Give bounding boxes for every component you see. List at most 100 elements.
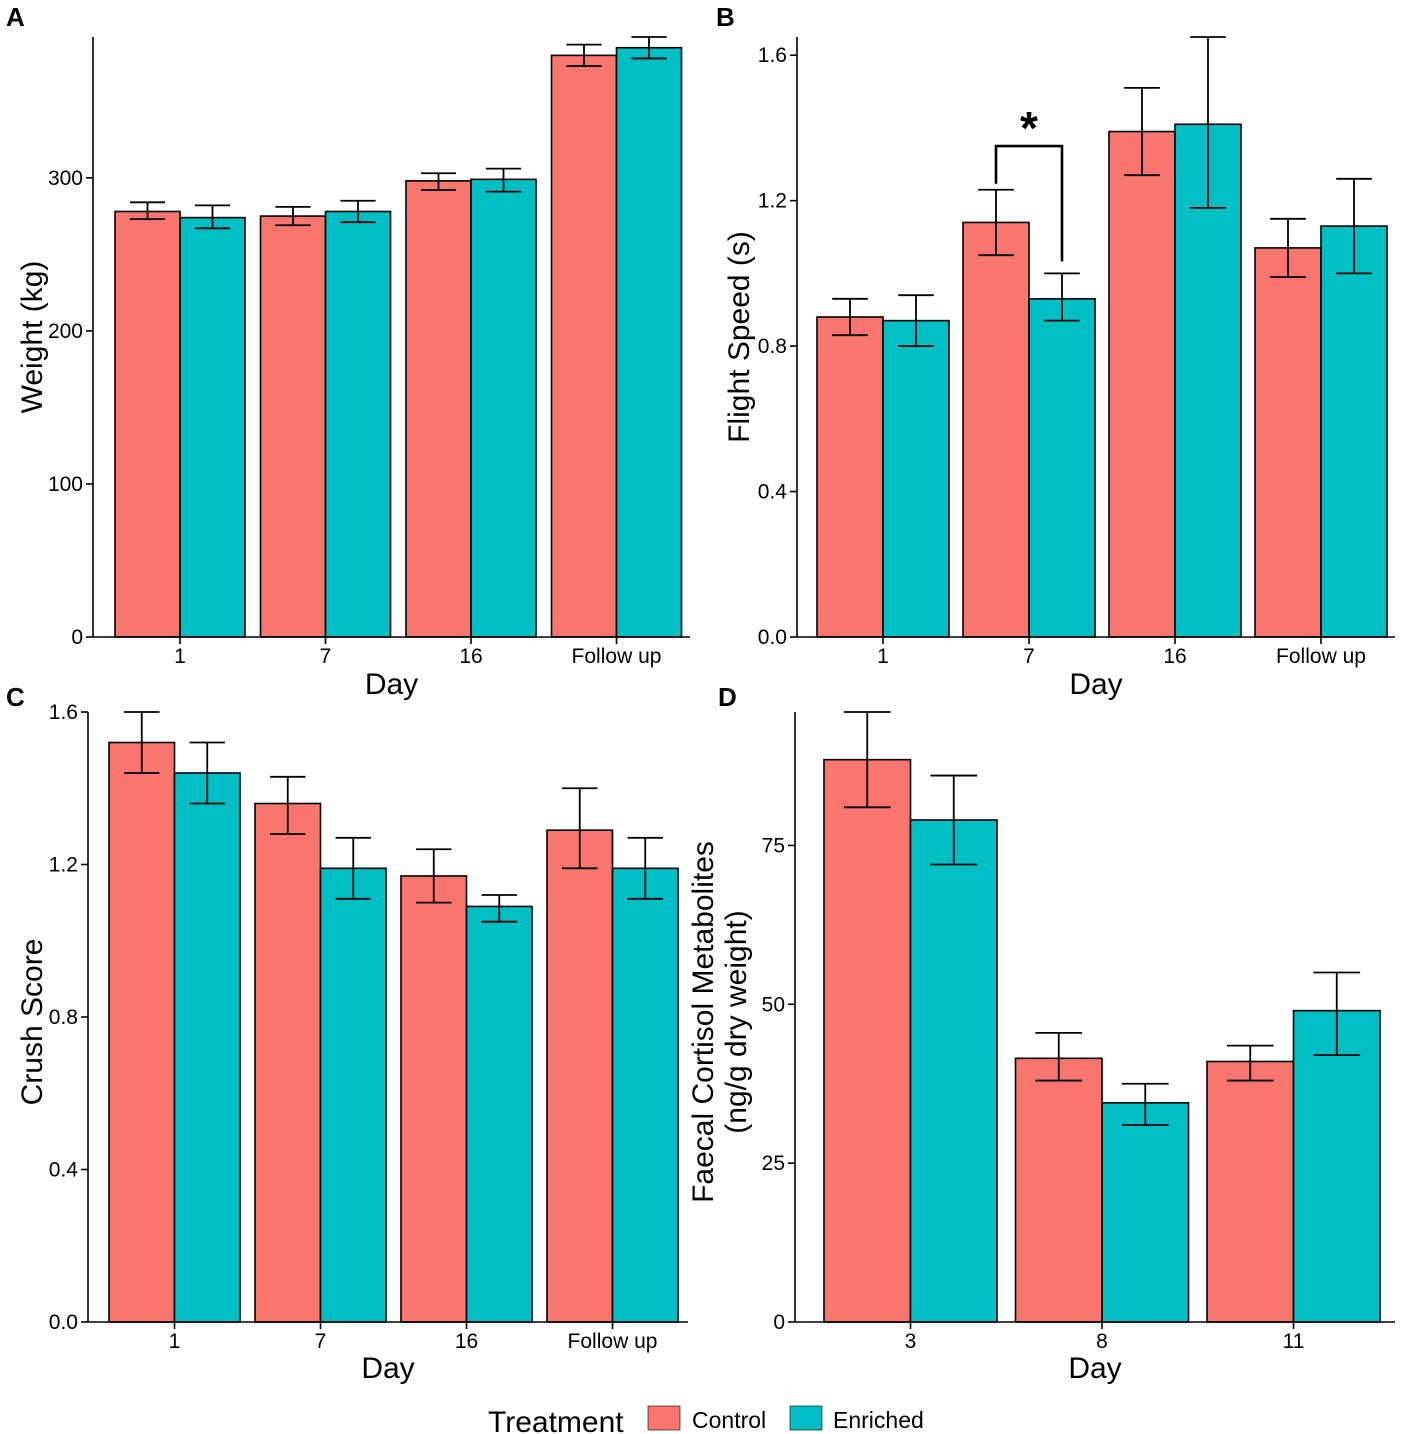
y-axis-title-line: Faecal Cortisol Metabolites xyxy=(687,841,720,1203)
y-tick-label: 1.6 xyxy=(758,44,787,67)
significance-bracket-line xyxy=(994,144,1064,262)
y-tick-label: 0 xyxy=(773,1311,785,1334)
bar-control-16 xyxy=(400,875,468,1323)
x-axis-title: Day xyxy=(1068,1352,1121,1385)
bar-control-follow-up xyxy=(1254,247,1322,638)
y-tick-label: 0.4 xyxy=(758,481,788,504)
x-tick-label: 7 xyxy=(1023,645,1035,668)
error-bar-enriched-11 xyxy=(1313,971,1361,1057)
x-tick-label: 3 xyxy=(905,1330,917,1353)
x-tick-label: 16 xyxy=(459,645,482,668)
bar-enriched-follow-up xyxy=(615,46,683,638)
x-tick-label: 1 xyxy=(174,645,186,668)
y-tick-label: 0.8 xyxy=(758,335,787,358)
error-bar-control-7 xyxy=(275,205,311,227)
error-bar-control-follow-up xyxy=(1270,217,1306,278)
error-bar-enriched-8 xyxy=(1121,1082,1169,1126)
error-bar-enriched-16 xyxy=(481,894,517,923)
y-axis-title-line: (ng/g dry weight) xyxy=(720,910,753,1133)
legend-label-enriched: Enriched xyxy=(833,1407,924,1433)
panel-label: A xyxy=(6,2,25,32)
x-tick-label: 1 xyxy=(877,645,889,668)
error-bar-enriched-7 xyxy=(340,199,376,224)
y-tick-label: 50 xyxy=(762,993,785,1016)
panel-label: D xyxy=(718,682,737,712)
y-tick-label: 25 xyxy=(762,1152,785,1175)
error-bar-enriched-follow-up xyxy=(1336,177,1372,275)
y-tick-label: 1.2 xyxy=(758,190,787,213)
significance-star: * xyxy=(1020,102,1038,154)
y-axis-title: Flight Speed (s) xyxy=(723,231,756,443)
x-tick-label: 8 xyxy=(1096,1330,1108,1353)
panel-b: B 1 7 16 Follow up 0.0 0.4 0.8 1.2 1.6 Day Flight S… xyxy=(716,2,1395,701)
panel-d: D 3 8 11 0 25 50 75 Day Faecal Cortisol Metabolit… xyxy=(687,682,1395,1385)
error-bar-enriched-16 xyxy=(1190,36,1226,209)
error-bar-control-1 xyxy=(129,201,166,221)
bar-control-1 xyxy=(114,210,181,638)
panel-label: C xyxy=(6,682,25,712)
bar-enriched-1 xyxy=(179,216,246,638)
panel-a: A 1 7 16 Follow up 0 100 200 300 Day Weight (kg) xyxy=(6,2,690,701)
x-axis-title: Day xyxy=(1069,668,1122,701)
y-tick-label: 100 xyxy=(48,473,83,496)
panel-c: C 1 7 16 Follow up 0.0 0.4 0.8 1.2 1.6 Day Crush Sc… xyxy=(6,682,688,1385)
bar-enriched-follow-up xyxy=(1320,225,1388,638)
x-tick-label: 7 xyxy=(315,1330,327,1353)
y-axis-title: Weight (kg) xyxy=(16,261,49,414)
bar-enriched-8 xyxy=(1101,1101,1190,1323)
y-tick-label: 0.0 xyxy=(49,1311,78,1334)
legend-title: Treatment xyxy=(488,1406,624,1434)
error-bar-enriched-1 xyxy=(194,204,231,230)
error-bar-control-follow-up xyxy=(562,787,598,870)
bar-control-1 xyxy=(816,316,884,638)
error-bar-enriched-16 xyxy=(485,167,522,193)
legend-key-enriched xyxy=(789,1405,823,1431)
bar-enriched-11 xyxy=(1292,1009,1381,1323)
x-tick-label: 7 xyxy=(320,645,332,668)
x-tick-label: Follow up xyxy=(568,1330,658,1353)
x-tick-label: Follow up xyxy=(1276,645,1366,668)
legend: Treatment Control Enriched xyxy=(488,1405,924,1434)
y-tick-label: 0.0 xyxy=(758,626,787,649)
bar-control-follow-up xyxy=(550,54,618,638)
y-tick-label: 75 xyxy=(762,834,785,857)
error-bar-enriched-7 xyxy=(335,836,371,900)
bar-control-8 xyxy=(1014,1057,1103,1323)
x-axis-title: Day xyxy=(365,668,418,701)
error-bar-control-8 xyxy=(1035,1031,1083,1082)
error-bar-enriched-7 xyxy=(1044,272,1080,322)
x-tick-label: 1 xyxy=(169,1330,181,1353)
bar-control-7 xyxy=(962,221,1030,638)
y-tick-label: 200 xyxy=(48,320,83,343)
error-bar-enriched-3 xyxy=(930,774,978,866)
y-tick-label: 0.8 xyxy=(49,1006,78,1029)
x-axis-title: Day xyxy=(361,1352,414,1385)
error-bar-control-1 xyxy=(832,297,868,337)
x-tick-label: 16 xyxy=(455,1330,478,1353)
y-axis-title: Faecal Cortisol Metabolites (ng/g dry wei… xyxy=(687,841,753,1203)
bar-enriched-follow-up xyxy=(611,867,679,1323)
y-tick-label: 1.2 xyxy=(49,854,78,877)
legend-key-control xyxy=(647,1405,681,1431)
bar-control-7 xyxy=(254,802,322,1323)
bar-enriched-7 xyxy=(1028,298,1096,638)
panel-label: B xyxy=(716,2,735,32)
bar-enriched-3 xyxy=(909,819,998,1323)
legend-label-control: Control xyxy=(692,1407,766,1433)
error-bar-enriched-1 xyxy=(189,741,225,805)
bar-enriched-7 xyxy=(319,867,387,1323)
bar-control-1 xyxy=(108,741,176,1323)
y-axis-title: Crush Score xyxy=(16,939,49,1106)
bar-enriched-1 xyxy=(173,772,241,1323)
bar-control-follow-up xyxy=(546,829,614,1323)
bar-enriched-7 xyxy=(324,210,392,638)
y-tick-label: 300 xyxy=(48,167,83,190)
x-tick-label: 11 xyxy=(1283,1330,1305,1353)
bar-control-16 xyxy=(405,180,472,638)
x-tick-label: Follow up xyxy=(572,645,662,668)
error-bar-control-11 xyxy=(1226,1044,1274,1082)
y-tick-label: 0 xyxy=(71,626,83,649)
bar-control-3 xyxy=(823,758,912,1323)
